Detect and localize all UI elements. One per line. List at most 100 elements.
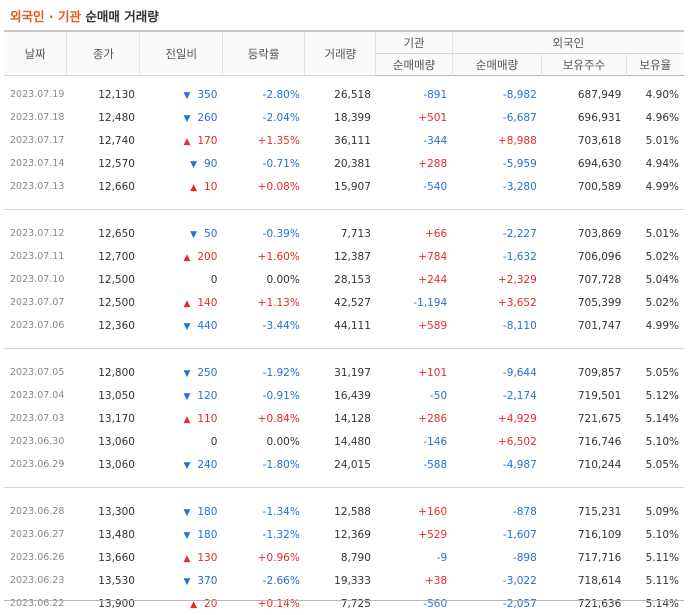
change-cell: ▼240 — [140, 453, 222, 476]
date-cell: 2023.06.30 — [4, 430, 67, 453]
col-change: 전일비 — [140, 31, 222, 76]
holdings-cell: 694,630 — [542, 152, 626, 175]
title-foreign: 외국인 — [10, 9, 45, 24]
change-value: 0 — [211, 436, 218, 448]
change-cell: ▼250 — [140, 361, 222, 384]
holdings-cell: 696,931 — [542, 106, 626, 129]
triangle-down-icon: ▼ — [183, 577, 190, 587]
inst-net-cell: +288 — [376, 152, 452, 175]
foreign-net-cell: +8,988 — [452, 129, 542, 152]
foreign-net-cell: -5,959 — [452, 152, 542, 175]
holdings-cell: 687,949 — [542, 83, 626, 106]
close-cell: 12,700 — [67, 245, 140, 268]
spacer-row — [4, 350, 684, 361]
foreign-net-cell: +6,502 — [452, 430, 542, 453]
rate-cell: -2.66% — [222, 569, 304, 592]
triangle-down-icon: ▼ — [190, 160, 197, 170]
triangle-up-icon: ▲ — [183, 137, 190, 147]
col-date: 날짜 — [4, 31, 67, 76]
change-value: 90 — [204, 158, 217, 170]
rate-cell: +0.08% — [222, 175, 304, 198]
inst-net-cell: -50 — [376, 384, 452, 407]
rate-cell: -2.04% — [222, 106, 304, 129]
close-cell: 13,050 — [67, 384, 140, 407]
change-value: 180 — [197, 506, 217, 518]
rate-cell: -1.80% — [222, 453, 304, 476]
ratio-cell: 4.99% — [626, 175, 684, 198]
date-cell: 2023.07.17 — [4, 129, 67, 152]
rate-cell: -0.91% — [222, 384, 304, 407]
close-cell: 12,500 — [67, 291, 140, 314]
ratio-cell: 5.04% — [626, 268, 684, 291]
close-cell: 13,060 — [67, 453, 140, 476]
volume-cell: 24,015 — [305, 453, 376, 476]
rate-cell: -0.71% — [222, 152, 304, 175]
ratio-cell: 5.10% — [626, 523, 684, 546]
title-institution: 기관 — [58, 9, 81, 24]
date-cell: 2023.07.03 — [4, 407, 67, 430]
change-cell: 0 — [140, 430, 222, 453]
title-net-trading: 순매매 거래량 — [85, 9, 158, 24]
volume-cell: 36,111 — [305, 129, 376, 152]
col-foreign: 외국인 — [452, 31, 684, 54]
rate-cell: 0.00% — [222, 430, 304, 453]
close-cell: 13,300 — [67, 500, 140, 523]
close-cell: 12,650 — [67, 222, 140, 245]
foreign-net-cell: -878 — [452, 500, 542, 523]
foreign-net-cell: -8,982 — [452, 83, 542, 106]
volume-cell: 19,333 — [305, 569, 376, 592]
inst-net-cell: +784 — [376, 245, 452, 268]
change-value: 260 — [197, 112, 217, 124]
spacer-row — [4, 476, 684, 488]
triangle-down-icon: ▼ — [183, 369, 190, 379]
trading-table: 날짜 종가 전일비 등락률 거래량 기관 외국인 순매매량 순매매량 보유주수 … — [4, 30, 684, 615]
foreign-net-cell: -1,607 — [452, 523, 542, 546]
inst-net-cell: +244 — [376, 268, 452, 291]
inst-net-cell: -146 — [376, 430, 452, 453]
change-cell: ▲110 — [140, 407, 222, 430]
date-cell: 2023.07.19 — [4, 83, 67, 106]
close-cell: 13,060 — [67, 430, 140, 453]
volume-cell: 15,907 — [305, 175, 376, 198]
change-value: 350 — [197, 89, 217, 101]
holdings-cell: 715,231 — [542, 500, 626, 523]
close-cell: 12,660 — [67, 175, 140, 198]
rate-cell: +0.84% — [222, 407, 304, 430]
inst-net-cell: -891 — [376, 83, 452, 106]
volume-cell: 26,518 — [305, 83, 376, 106]
date-cell: 2023.07.07 — [4, 291, 67, 314]
col-foreign-net: 순매매량 — [452, 54, 542, 76]
holdings-cell: 721,675 — [542, 407, 626, 430]
inst-net-cell: -1,194 — [376, 291, 452, 314]
close-cell: 13,170 — [67, 407, 140, 430]
change-value: 0 — [211, 274, 218, 286]
foreign-net-cell: -2,227 — [452, 222, 542, 245]
title-separator: · — [49, 9, 54, 24]
col-holdings: 보유주수 — [542, 54, 626, 76]
holdings-cell: 716,746 — [542, 430, 626, 453]
triangle-up-icon: ▲ — [183, 253, 190, 263]
change-value: 130 — [197, 552, 217, 564]
holdings-cell: 716,109 — [542, 523, 626, 546]
rate-cell: -3.44% — [222, 314, 304, 337]
ratio-cell: 4.94% — [626, 152, 684, 175]
date-cell: 2023.06.26 — [4, 546, 67, 569]
triangle-up-icon: ▲ — [183, 299, 190, 309]
rate-cell: +0.96% — [222, 546, 304, 569]
ratio-cell: 5.12% — [626, 384, 684, 407]
ratio-cell: 5.02% — [626, 245, 684, 268]
ratio-cell: 5.14% — [626, 407, 684, 430]
inst-net-cell: -344 — [376, 129, 452, 152]
change-cell: ▼370 — [140, 569, 222, 592]
triangle-up-icon: ▲ — [183, 415, 190, 425]
spacer-row — [4, 76, 684, 84]
